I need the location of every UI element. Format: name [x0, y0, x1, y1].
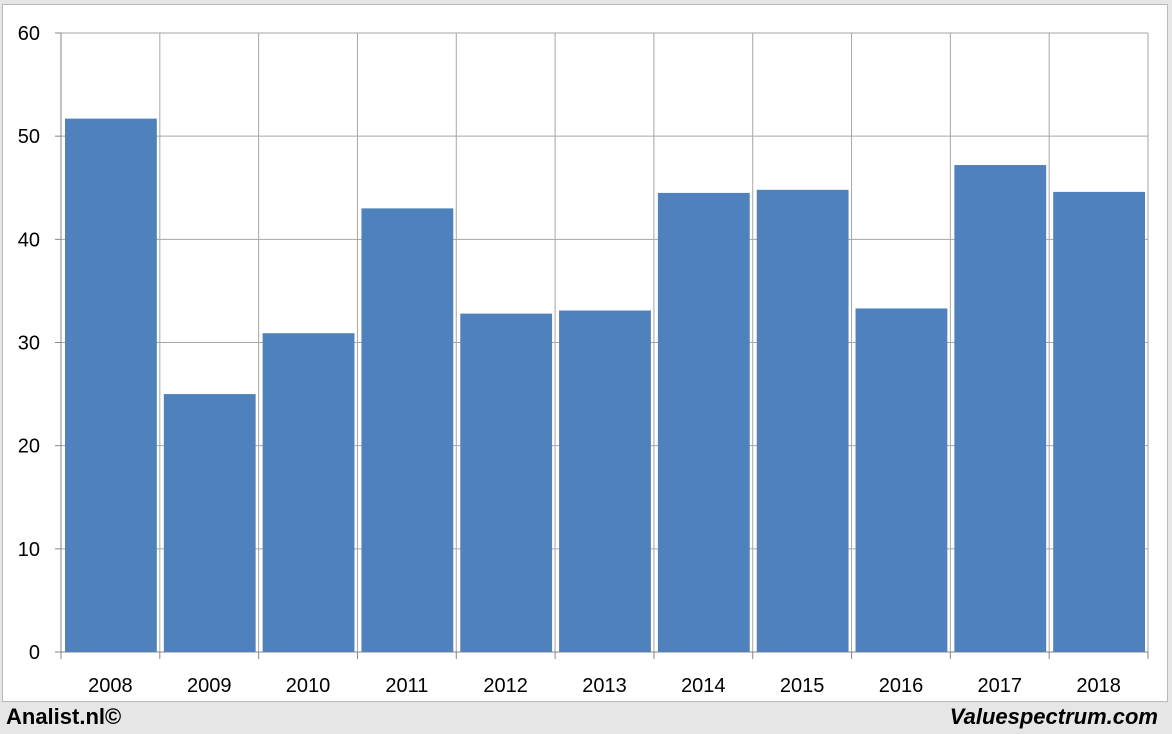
bar-2016: [855, 308, 948, 652]
x-tick-label: 2011: [385, 675, 428, 697]
x-tick-label: 2008: [88, 675, 133, 697]
bar-2014: [657, 192, 750, 653]
bar-2009: [163, 394, 256, 652]
bar-2017: [954, 165, 1047, 652]
x-tick-label: 2015: [780, 675, 825, 697]
bar-2018: [1053, 191, 1145, 653]
y-tick-label: 10: [18, 539, 40, 561]
bar-2008: [65, 118, 157, 652]
x-tick-label: 2010: [286, 675, 331, 697]
y-tick-label: 40: [18, 229, 40, 251]
bar-2012: [460, 313, 553, 652]
y-tick-label: 60: [18, 23, 40, 45]
bar-2011: [361, 208, 454, 652]
y-tick-label: 50: [18, 126, 40, 148]
bar-2013: [559, 310, 651, 652]
footer-site-label: Valuespectrum.com: [949, 704, 1158, 729]
x-tick-label: 2013: [582, 675, 627, 697]
x-tick-label: 2009: [187, 675, 232, 697]
x-tick-label: 2012: [483, 675, 528, 697]
y-tick-label: 20: [18, 436, 40, 458]
x-tick-label: 2014: [681, 675, 726, 697]
y-tick-label: 30: [18, 333, 40, 355]
footer-source-label: Analist.nl©: [6, 704, 122, 729]
bar-2010: [262, 333, 355, 652]
x-tick-label: 2016: [879, 675, 924, 697]
y-tick-label: 0: [29, 642, 40, 664]
bar-chart: 0 10 20 30 40 50 60 2008 2009 2010 2011 2012 2013 201…: [18, 23, 1149, 697]
x-tick-label: 2017: [978, 675, 1023, 697]
bar-2015: [756, 189, 849, 652]
x-tick-label: 2018: [1076, 675, 1121, 697]
